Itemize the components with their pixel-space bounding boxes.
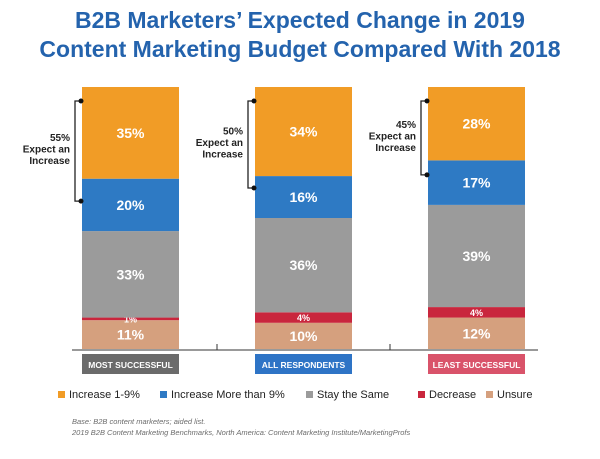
bar-segment-all-respondents-unsure	[255, 322, 352, 349]
legend-label-stay-the-same: Stay the Same	[317, 389, 389, 401]
bar-segment-all-respondents-decrease	[255, 312, 352, 323]
bar-segment-most-successful-unsure	[82, 320, 179, 349]
bar-segment-all-respondents-stay-the-same	[255, 218, 352, 313]
value-label-all-respondents-increase-more-than-9: 16%	[289, 189, 318, 205]
increase-bracket-least-successful	[420, 100, 427, 176]
value-label-least-successful-decrease: 4%	[470, 308, 483, 318]
value-label-least-successful-increase-1-9: 28%	[462, 116, 491, 132]
legend-swatch-increase-1-9	[58, 391, 65, 398]
increase-bracket-all-respondents	[247, 100, 254, 189]
bracket-dot-bottom-least-successful	[424, 172, 430, 178]
legend-swatch-decrease	[418, 391, 425, 398]
value-label-all-respondents-increase-1-9: 34%	[289, 124, 318, 140]
chart-title: B2B Marketers’ Expected Change in 2019 C…	[0, 6, 600, 64]
category-label-box-all-respondents	[255, 354, 352, 374]
legend-label-increase-1-9: Increase 1-9%	[69, 389, 140, 401]
chart-title-line-2: Content Marketing Budget Compared With 2…	[39, 36, 561, 62]
bar-segment-least-successful-stay-the-same	[428, 204, 525, 308]
category-label-least-successful: LEAST SUCCESSFUL	[433, 360, 521, 370]
value-label-all-respondents-stay-the-same: 36%	[289, 257, 318, 273]
bar-segment-least-successful-unsure	[428, 317, 525, 349]
bracket-label-most-successful-line-3: Increase	[29, 156, 70, 167]
bracket-dot-top-all-respondents	[251, 98, 257, 104]
bar-segment-most-successful-increase-more-than-9	[82, 178, 179, 232]
bar-segment-least-successful-decrease	[428, 307, 525, 318]
source-note-citation: 2019 B2B Content Marketing Benchmarks, N…	[72, 428, 411, 437]
value-label-most-successful-increase-more-than-9: 20%	[116, 197, 145, 213]
bracket-label-least-successful-line-1: 45%	[396, 120, 416, 131]
value-label-all-respondents-unsure: 10%	[289, 328, 318, 344]
category-label-box-most-successful	[82, 354, 179, 374]
value-label-all-respondents-decrease: 4%	[297, 313, 310, 323]
increase-bracket-most-successful	[74, 100, 81, 202]
bar-segment-all-respondents-increase-1-9	[255, 87, 352, 177]
bar-segment-least-successful-increase-more-than-9	[428, 160, 525, 205]
bracket-label-most-successful-line-2: Expect an	[23, 145, 70, 156]
bar-segment-most-successful-stay-the-same	[82, 231, 179, 318]
legend-swatch-increase-more-than-9	[160, 391, 167, 398]
bracket-dot-top-most-successful	[78, 98, 84, 104]
legend-label-unsure: Unsure	[497, 389, 532, 401]
category-label-most-successful: MOST SUCCESSFUL	[88, 360, 173, 370]
bar-segment-most-successful-increase-1-9	[82, 87, 179, 179]
bar-segment-most-successful-decrease	[82, 317, 179, 321]
legend-label-increase-more-than-9: Increase More than 9%	[171, 389, 285, 401]
value-label-least-successful-unsure: 12%	[462, 325, 491, 341]
bracket-label-all-respondents-line-2: Expect an	[196, 138, 243, 149]
bar-segment-all-respondents-increase-more-than-9	[255, 176, 352, 218]
bracket-dot-top-least-successful	[424, 98, 430, 104]
bracket-label-least-successful-line-2: Expect an	[369, 131, 416, 142]
bracket-dot-bottom-most-successful	[78, 198, 84, 204]
value-label-most-successful-increase-1-9: 35%	[116, 125, 145, 141]
value-label-least-successful-increase-more-than-9: 17%	[462, 175, 491, 191]
bracket-label-most-successful-line-1: 55%	[50, 133, 70, 144]
legend-swatch-stay-the-same	[306, 391, 313, 398]
bracket-label-all-respondents-line-1: 50%	[223, 127, 243, 138]
value-label-most-successful-decrease: 1%	[124, 314, 137, 324]
category-label-box-least-successful	[428, 354, 525, 374]
source-note: Base: B2B content marketers; aided list.…	[72, 416, 410, 438]
bracket-dot-bottom-all-respondents	[251, 185, 257, 191]
chart-title-line-1: B2B Marketers’ Expected Change in 2019	[75, 7, 525, 33]
bracket-label-least-successful-line-3: Increase	[375, 143, 416, 154]
category-label-all-respondents: ALL RESPONDENTS	[262, 360, 346, 370]
bar-segment-least-successful-increase-1-9	[428, 87, 525, 161]
source-note-base: Base: B2B content marketers; aided list.	[72, 417, 206, 426]
legend-label-decrease: Decrease	[429, 389, 476, 401]
value-label-least-successful-stay-the-same: 39%	[462, 248, 491, 264]
legend-swatch-unsure	[486, 391, 493, 398]
value-label-most-successful-stay-the-same: 33%	[116, 266, 145, 282]
value-label-most-successful-unsure: 11%	[117, 327, 145, 343]
bracket-label-all-respondents-line-3: Increase	[202, 150, 243, 161]
